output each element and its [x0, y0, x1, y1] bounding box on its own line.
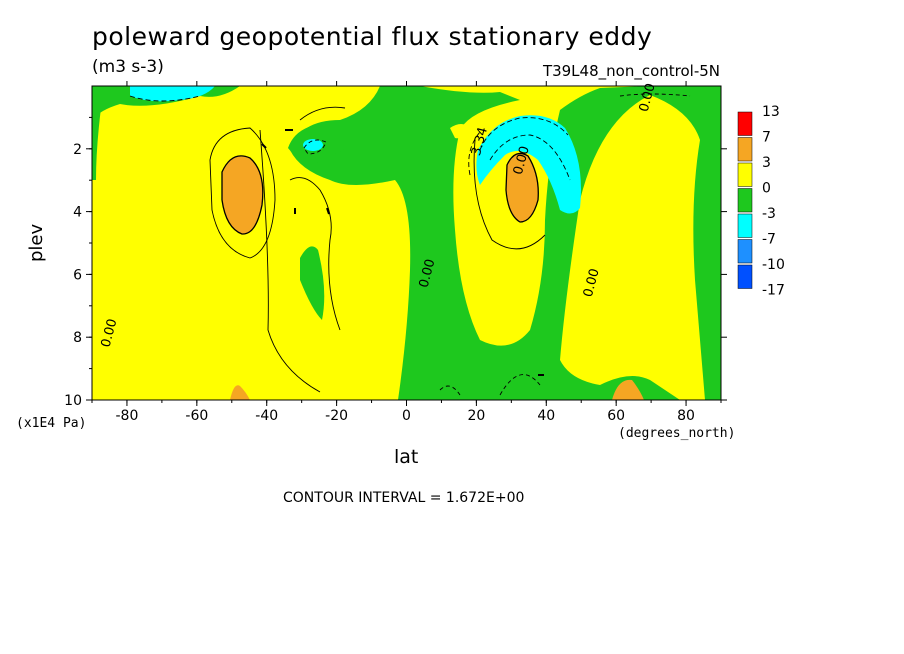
contour-line — [326, 207, 330, 215]
axis-ticks: -80 -60 -40 -20 0 20 40 60 80 2 4 6 8 10 — [64, 81, 727, 424]
contour-interval: CONTOUR INTERVAL = 1.672E+00 — [283, 490, 525, 506]
x-tick-label: 20 — [467, 408, 485, 424]
field-green-patch-upper — [288, 121, 362, 164]
y-tick-label: 10 — [64, 393, 82, 409]
colorbar-swatch — [737, 111, 753, 136]
contour-label: 3.34 — [469, 126, 491, 158]
y-axis-units: (x1E4 Pa) — [16, 416, 87, 431]
field-green-equatorial — [290, 86, 680, 400]
y-tick-label: 4 — [73, 205, 82, 221]
field-green-sliver — [300, 246, 325, 320]
field-green-right — [650, 86, 721, 400]
colorbar: 13 7 3 0 -3 -7 -10 -17 — [737, 104, 785, 299]
contour-line — [439, 385, 461, 396]
contour-line — [505, 152, 539, 223]
y-tick-label: 6 — [73, 267, 82, 283]
contour-line — [479, 117, 569, 151]
x-tick-label: 80 — [677, 408, 695, 424]
colorbar-swatch — [737, 137, 753, 162]
x-tick-label: -20 — [325, 408, 348, 424]
colorbar-swatch — [737, 239, 753, 264]
contour-line — [209, 127, 276, 259]
contour-label: 0.00 — [511, 145, 533, 177]
contour-line — [289, 177, 341, 331]
contour-lines — [129, 93, 691, 396]
contour-line — [221, 155, 264, 235]
chart-units: (m3 s-3) — [92, 57, 164, 77]
x-tick-label: 40 — [537, 408, 555, 424]
colorbar-label: -7 — [762, 232, 776, 248]
contour-line — [473, 139, 546, 250]
colorbar-label: 0 — [762, 181, 771, 197]
contour-label: 0.00 — [417, 258, 439, 290]
x-tick-label: 60 — [607, 408, 625, 424]
colorbar-swatch — [737, 188, 753, 213]
x-tick-label: -40 — [255, 408, 278, 424]
contour-line — [259, 129, 321, 393]
contour-line — [468, 131, 481, 176]
colorbar-label: -10 — [762, 257, 785, 273]
chart-title: poleward geopotential flux stationary ed… — [92, 22, 653, 51]
colorbar-swatch — [737, 213, 753, 238]
field-orange-north — [506, 153, 539, 222]
field-orange-south — [222, 155, 263, 235]
contour-line — [303, 139, 327, 155]
colorbar-label: 3 — [762, 155, 771, 171]
colorbar-label: -17 — [762, 283, 785, 299]
x-axis-label: lat — [394, 446, 419, 468]
contour-line — [261, 143, 267, 149]
contour-line — [489, 134, 571, 181]
y-axis-label: plev — [26, 223, 47, 262]
x-axis-units: (degrees_north) — [618, 426, 736, 441]
field-yellow-island — [450, 124, 470, 139]
colorbar-swatch — [737, 264, 753, 289]
dataset-label: T39L48_non_control-5N — [542, 62, 720, 80]
x-tick-label: -60 — [185, 408, 208, 424]
y-tick-label: 8 — [73, 330, 82, 346]
field-cyan-north — [476, 115, 581, 214]
contour-line — [499, 374, 541, 396]
colorbar-label: 7 — [762, 130, 771, 146]
field-orange-bottom-left — [230, 385, 250, 400]
colorbar-label: 13 — [762, 104, 780, 120]
x-tick-label: 0 — [402, 408, 411, 424]
field-cyan-patch-upper — [303, 139, 323, 151]
contour-labels: 0.00 0.00 0.00 0.00 3.34 0.00 — [99, 82, 659, 349]
filled-contours — [92, 86, 721, 400]
field-orange-bottom-right — [612, 379, 644, 400]
contour-line — [129, 95, 201, 102]
contour-line — [299, 106, 346, 121]
x-tick-label: -80 — [116, 408, 139, 424]
colorbar-swatch — [737, 162, 753, 187]
colorbar-label: -3 — [762, 206, 776, 222]
y-tick-label: 2 — [73, 142, 82, 158]
contour-label: 0.00 — [637, 82, 659, 114]
contour-label: 0.00 — [581, 267, 603, 299]
contour-label: 0.00 — [99, 317, 121, 349]
